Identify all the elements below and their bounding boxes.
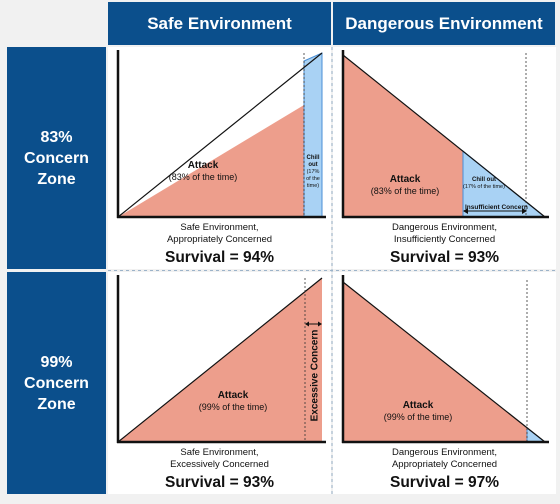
survival-rate: Survival = 93% bbox=[390, 249, 499, 266]
attack-title: Attack bbox=[217, 390, 249, 401]
attack-percentage: (83% of the time) bbox=[168, 172, 238, 182]
survival-rate: Survival = 93% bbox=[165, 474, 274, 491]
column-header-dangerous: Dangerous Environment bbox=[333, 2, 555, 45]
caption-line2: Insufficiently Concerned bbox=[393, 234, 496, 245]
attack-title: Attack bbox=[402, 400, 434, 411]
attack-percentage: (99% of the time) bbox=[383, 412, 453, 422]
panel-caption: Safe Environment, Excessively Concerned … bbox=[108, 447, 331, 493]
caption-line1: Safe Environment, bbox=[180, 222, 259, 233]
chill-percentage: (17% of the time) bbox=[463, 184, 505, 190]
panel-dangerous-99-diagram bbox=[341, 275, 549, 444]
diagonal-line bbox=[117, 277, 323, 443]
attack-region bbox=[343, 55, 463, 217]
attack-label: Attack (83% of the time) bbox=[355, 174, 455, 197]
diagonal-line bbox=[342, 281, 546, 443]
chill-title: Chill out bbox=[472, 177, 496, 183]
row-header-99-line2: Concern bbox=[24, 374, 89, 392]
panel-caption: Safe Environment, Appropriately Concerne… bbox=[108, 222, 331, 268]
attack-region bbox=[118, 105, 304, 217]
caption-line2: Appropriately Concerned bbox=[391, 459, 498, 470]
attack-title: Attack bbox=[187, 160, 219, 171]
panel-caption: Dangerous Environment, Appropriately Con… bbox=[333, 447, 556, 493]
caption-line2: Appropriately Concerned bbox=[166, 234, 273, 245]
excessive-concern-label: Excessive Concern bbox=[309, 329, 321, 422]
row-header-99: 99% Concern Zone bbox=[7, 272, 106, 494]
attack-region bbox=[343, 282, 527, 442]
chill-label: Chill out (17% of the time) bbox=[463, 177, 505, 191]
attack-percentage: (99% of the time) bbox=[198, 402, 268, 412]
attack-title: Attack bbox=[389, 174, 421, 185]
panel-safe-83-diagram bbox=[116, 50, 326, 219]
panel-dangerous-83-diagram bbox=[341, 50, 549, 219]
diagonal-line bbox=[342, 54, 546, 218]
row-header-99-line3: Zone bbox=[37, 395, 76, 413]
caption-line2: Excessively Concerned bbox=[170, 459, 269, 470]
caption-line1: Dangerous Environment, bbox=[391, 222, 498, 233]
panel-dangerous-99: Attack (99% of the time) Dangerous Envir… bbox=[333, 272, 556, 494]
attack-label: Attack (99% of the time) bbox=[183, 390, 283, 413]
row-header-83-line3: Zone bbox=[37, 170, 76, 188]
attack-percentage: (83% of the time) bbox=[370, 186, 440, 196]
caption-line1: Dangerous Environment, bbox=[391, 447, 498, 458]
caption-line1: Safe Environment, bbox=[180, 447, 259, 458]
panel-safe-99: Attack (99% of the time) Excessive Conce… bbox=[108, 272, 331, 494]
attack-label: Attack (83% of the time) bbox=[153, 160, 253, 183]
survival-rate: Survival = 94% bbox=[165, 249, 274, 266]
survival-rate: Survival = 97% bbox=[390, 474, 499, 491]
chill-percentage: (17% of the time) bbox=[306, 169, 320, 189]
excessive-arrow-left-head bbox=[305, 321, 309, 327]
row-header-83-line1: 83% bbox=[40, 128, 73, 146]
panel-safe-83: Attack (83% of the time) Chill out (17% … bbox=[108, 47, 331, 269]
chill-region bbox=[303, 52, 323, 218]
row-header-83: 83% Concern Zone bbox=[7, 47, 106, 269]
chill-label: Chill out (17% of the time) bbox=[304, 155, 322, 190]
insufficient-arrow-left-head bbox=[463, 208, 468, 214]
panel-safe-99-diagram bbox=[116, 275, 326, 444]
diagonal-line bbox=[117, 52, 323, 218]
panel-dangerous-83: Attack (83% of the time) Chill out (17% … bbox=[333, 47, 556, 269]
column-header-safe: Safe Environment bbox=[108, 2, 331, 45]
row-header-83-line2: Concern bbox=[24, 149, 89, 167]
panel-caption: Dangerous Environment, Insufficiently Co… bbox=[333, 222, 556, 268]
row-header-99-line1: 99% bbox=[40, 353, 73, 371]
attack-label: Attack (99% of the time) bbox=[368, 400, 468, 423]
chill-title: Chill out bbox=[306, 155, 320, 168]
insufficient-concern-label: Insufficient Concern bbox=[465, 204, 528, 211]
excessive-arrow-right-head bbox=[318, 321, 322, 327]
insufficient-arrow-right-head bbox=[522, 208, 527, 214]
